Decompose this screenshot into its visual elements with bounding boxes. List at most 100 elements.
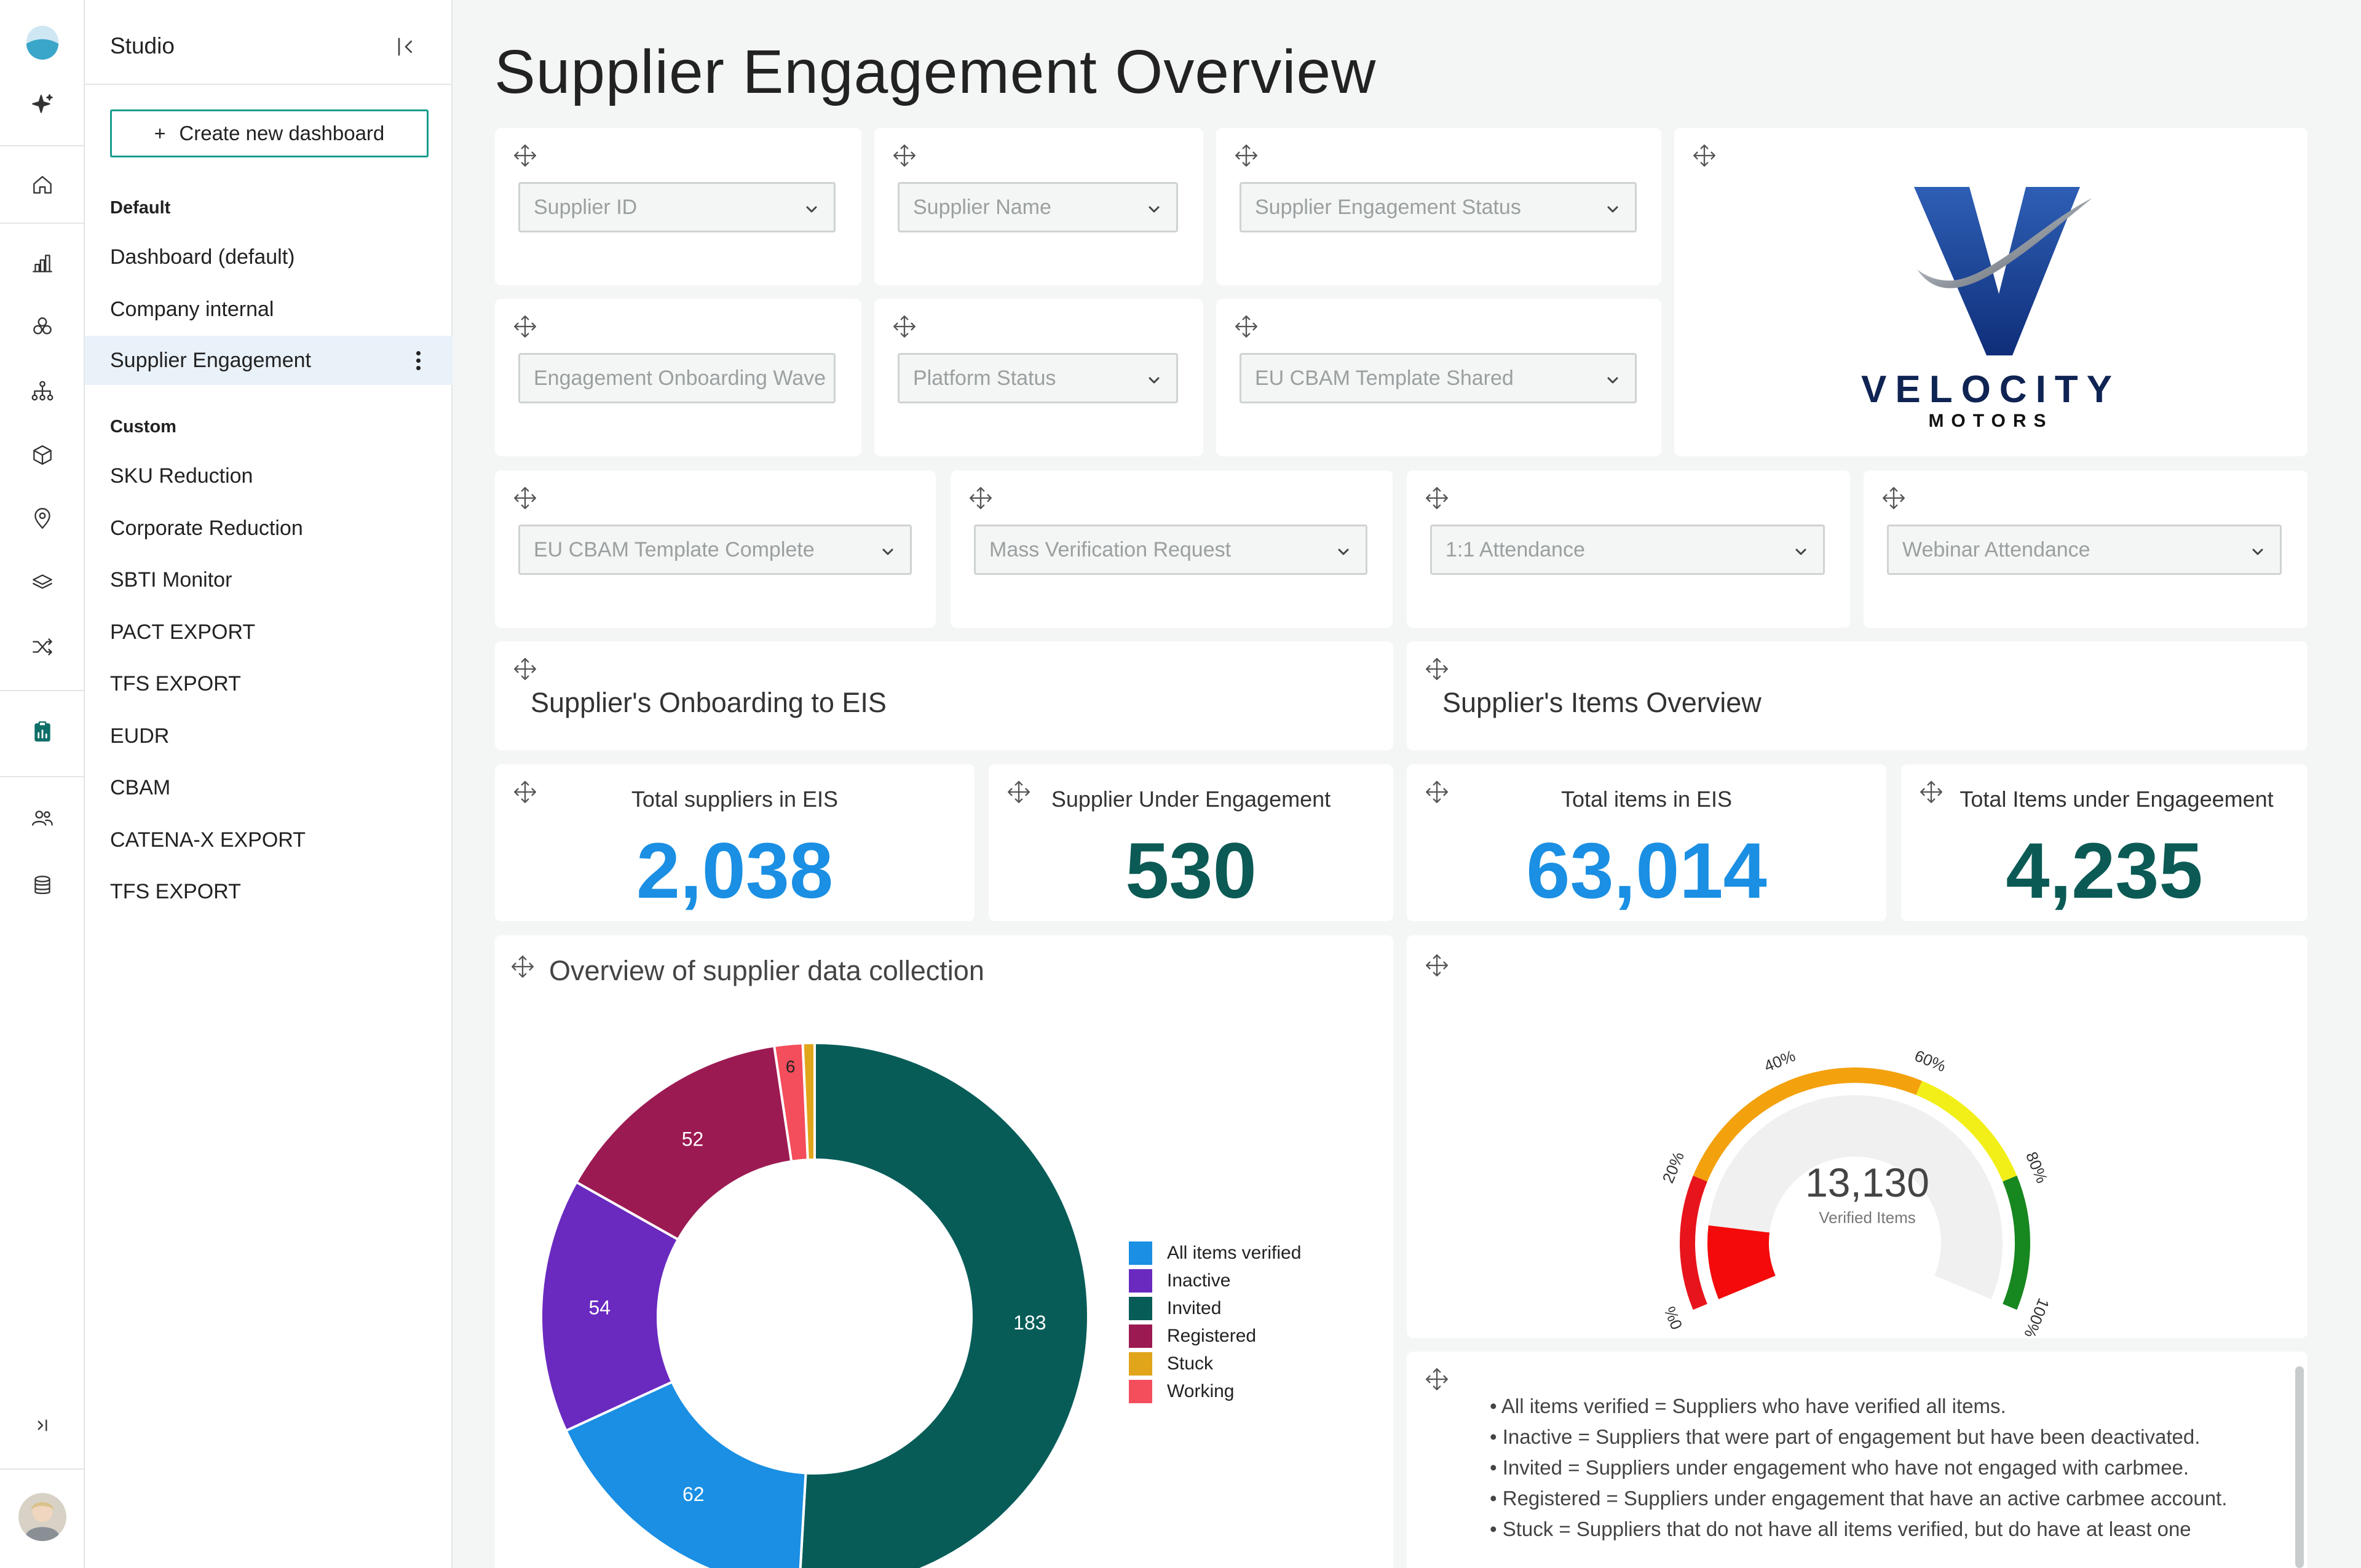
gauge-track [1707, 1095, 2003, 1299]
create-dashboard-button[interactable]: + Create new dashboard [110, 109, 429, 157]
expand-sidebar-icon[interactable] [24, 1407, 61, 1444]
donut-slice-inactive[interactable] [540, 1180, 680, 1433]
gauge-band [1680, 1175, 1707, 1310]
legend-item[interactable]: Registered [1129, 1322, 1301, 1350]
sidebar-item-tfs-export-2[interactable]: TFS EXPORT [110, 879, 241, 903]
note-text: All items verified = Suppliers who have … [1501, 1395, 2006, 1417]
filter-1-1-attendance[interactable]: 1:1 Attendance [1430, 525, 1825, 575]
legend-label: Registered [1167, 1325, 1257, 1346]
filter-webinar-attendance[interactable]: Webinar Attendance [1887, 525, 2282, 575]
dashboard-sidebar: Studio + Create new dashboard Default Da… [85, 0, 453, 1568]
sidebar-item-dashboard-default[interactable]: Dashboard (default) [110, 245, 295, 269]
donut-slice-all-items-verified[interactable] [564, 1380, 807, 1568]
sidebar-item-company-internal[interactable]: Company internal [110, 297, 274, 321]
drag-handle-icon[interactable] [512, 779, 538, 805]
legend-item[interactable]: Inactive [1129, 1267, 1301, 1294]
drag-handle-icon[interactable] [510, 954, 536, 980]
chevron-down-icon [879, 542, 896, 560]
drag-handle-icon[interactable] [1424, 1366, 1450, 1392]
donut-legend: All items verified Inactive Invited Registe… [1129, 1239, 1301, 1405]
molecule-icon[interactable] [24, 309, 61, 346]
drag-handle-icon[interactable] [1424, 952, 1450, 978]
donut-slice-stuck[interactable] [801, 1041, 816, 1162]
sidebar-item-tfs-export[interactable]: TFS EXPORT [110, 671, 241, 695]
drag-handle-icon[interactable] [512, 485, 538, 511]
drag-handle-icon[interactable] [1918, 779, 1944, 805]
filter-mass-verification-request[interactable]: Mass Verification Request [974, 525, 1367, 575]
building-chart-icon[interactable] [24, 245, 61, 282]
drag-handle-icon[interactable] [1233, 314, 1259, 339]
drag-handle-icon[interactable] [1881, 485, 1907, 511]
donut-slice-invited[interactable] [799, 1041, 1090, 1568]
legend-item[interactable]: Stuck [1129, 1350, 1301, 1377]
drag-handle-icon[interactable] [968, 485, 994, 511]
sidebar-item-label: Supplier Engagement [110, 348, 312, 372]
sidebar-item-cbam[interactable]: CBAM [110, 775, 171, 799]
filter-label: Supplier Name [913, 195, 1051, 219]
filter-supplier-id[interactable]: Supplier ID [518, 182, 836, 232]
plus-icon: + [154, 122, 166, 145]
hierarchy-icon[interactable] [24, 373, 61, 410]
filter-card: EU CBAM Template Complete [495, 470, 936, 628]
legend-label: Inactive [1167, 1270, 1231, 1291]
filter-eu-cbam-template-shared[interactable]: EU CBAM Template Shared [1240, 353, 1637, 403]
dashboard-clipboard-icon[interactable] [24, 713, 61, 750]
donut-slice-registered[interactable] [574, 1044, 793, 1241]
drag-handle-icon[interactable] [1691, 143, 1717, 168]
legend-label: All items verified [1167, 1242, 1302, 1263]
gauge-tick-label: 0% [1660, 1304, 1686, 1332]
kpi-label: Supplier Under Engagement [1051, 786, 1331, 812]
filter-eu-cbam-template-complete[interactable]: EU CBAM Template Complete [518, 525, 912, 575]
filter-supplier-engagement-status[interactable]: Supplier Engagement Status [1240, 182, 1637, 232]
filter-platform-status[interactable]: Platform Status [898, 353, 1178, 403]
sidebar-item-sku-reduction[interactable]: SKU Reduction [110, 464, 253, 488]
legend-swatch [1129, 1324, 1152, 1348]
filter-supplier-name[interactable]: Supplier Name [898, 182, 1178, 232]
drag-handle-icon[interactable] [1006, 779, 1032, 805]
drag-handle-icon[interactable] [1233, 143, 1259, 168]
collapse-sidebar-icon[interactable] [392, 33, 419, 60]
filter-label: 1:1 Attendance [1445, 537, 1585, 561]
filter-card: Webinar Attendance [1864, 470, 2308, 628]
kpi-value: 4,235 [2006, 827, 2203, 915]
drag-handle-icon[interactable] [512, 314, 538, 339]
note-text: Stuck = Suppliers that do not have all i… [1502, 1518, 2191, 1540]
more-options-icon[interactable] [414, 349, 422, 374]
database-icon[interactable] [24, 867, 61, 904]
cube-icon[interactable] [24, 437, 61, 473]
filter-label: EU CBAM Template Shared [1255, 366, 1514, 390]
sparkle-icon[interactable] [24, 86, 61, 123]
sidebar-item-eudr[interactable]: EUDR [110, 724, 170, 748]
app-logo-icon[interactable] [24, 23, 61, 60]
notes-scrollbar[interactable] [2295, 1366, 2304, 1568]
chevron-down-icon [1792, 542, 1809, 560]
note-item: • Registered = Suppliers under engagemen… [1490, 1487, 2228, 1510]
shuffle-icon[interactable] [24, 628, 61, 665]
drag-handle-icon[interactable] [512, 656, 538, 682]
home-icon[interactable] [24, 166, 61, 203]
velocity-logo-mark [1914, 187, 2092, 355]
legend-item[interactable]: Working [1129, 1377, 1301, 1405]
filter-label: EU CBAM Template Complete [534, 537, 815, 561]
legend-item[interactable]: Invited [1129, 1294, 1301, 1322]
sidebar-item-sbti-monitor[interactable]: SBTI Monitor [110, 568, 232, 592]
drag-handle-icon[interactable] [512, 143, 538, 168]
location-pin-icon[interactable] [24, 501, 61, 537]
filter-engagement-onboarding-wave[interactable]: Engagement Onboarding Wave [518, 353, 836, 403]
drag-handle-icon[interactable] [1424, 779, 1450, 805]
users-icon[interactable] [24, 799, 61, 836]
sidebar-item-corporate-reduction[interactable]: Corporate Reduction [110, 516, 303, 540]
user-avatar[interactable] [17, 1492, 68, 1542]
drag-handle-icon[interactable] [1424, 485, 1450, 511]
sidebar-item-catena-x-export[interactable]: CATENA-X EXPORT [110, 828, 306, 852]
drag-handle-icon[interactable] [892, 143, 917, 168]
filter-label: Engagement Onboarding Wave [534, 366, 826, 390]
layers-icon[interactable] [24, 564, 61, 601]
sidebar-item-supplier-engagement[interactable]: Supplier Engagement [85, 336, 453, 385]
drag-handle-icon[interactable] [892, 314, 917, 339]
drag-handle-icon[interactable] [1424, 656, 1450, 682]
donut-data-label: 6 [786, 1057, 796, 1076]
sidebar-item-pact-export[interactable]: PACT EXPORT [110, 620, 256, 644]
gauge-band [2003, 1175, 2030, 1310]
legend-item[interactable]: All items verified [1129, 1239, 1301, 1267]
